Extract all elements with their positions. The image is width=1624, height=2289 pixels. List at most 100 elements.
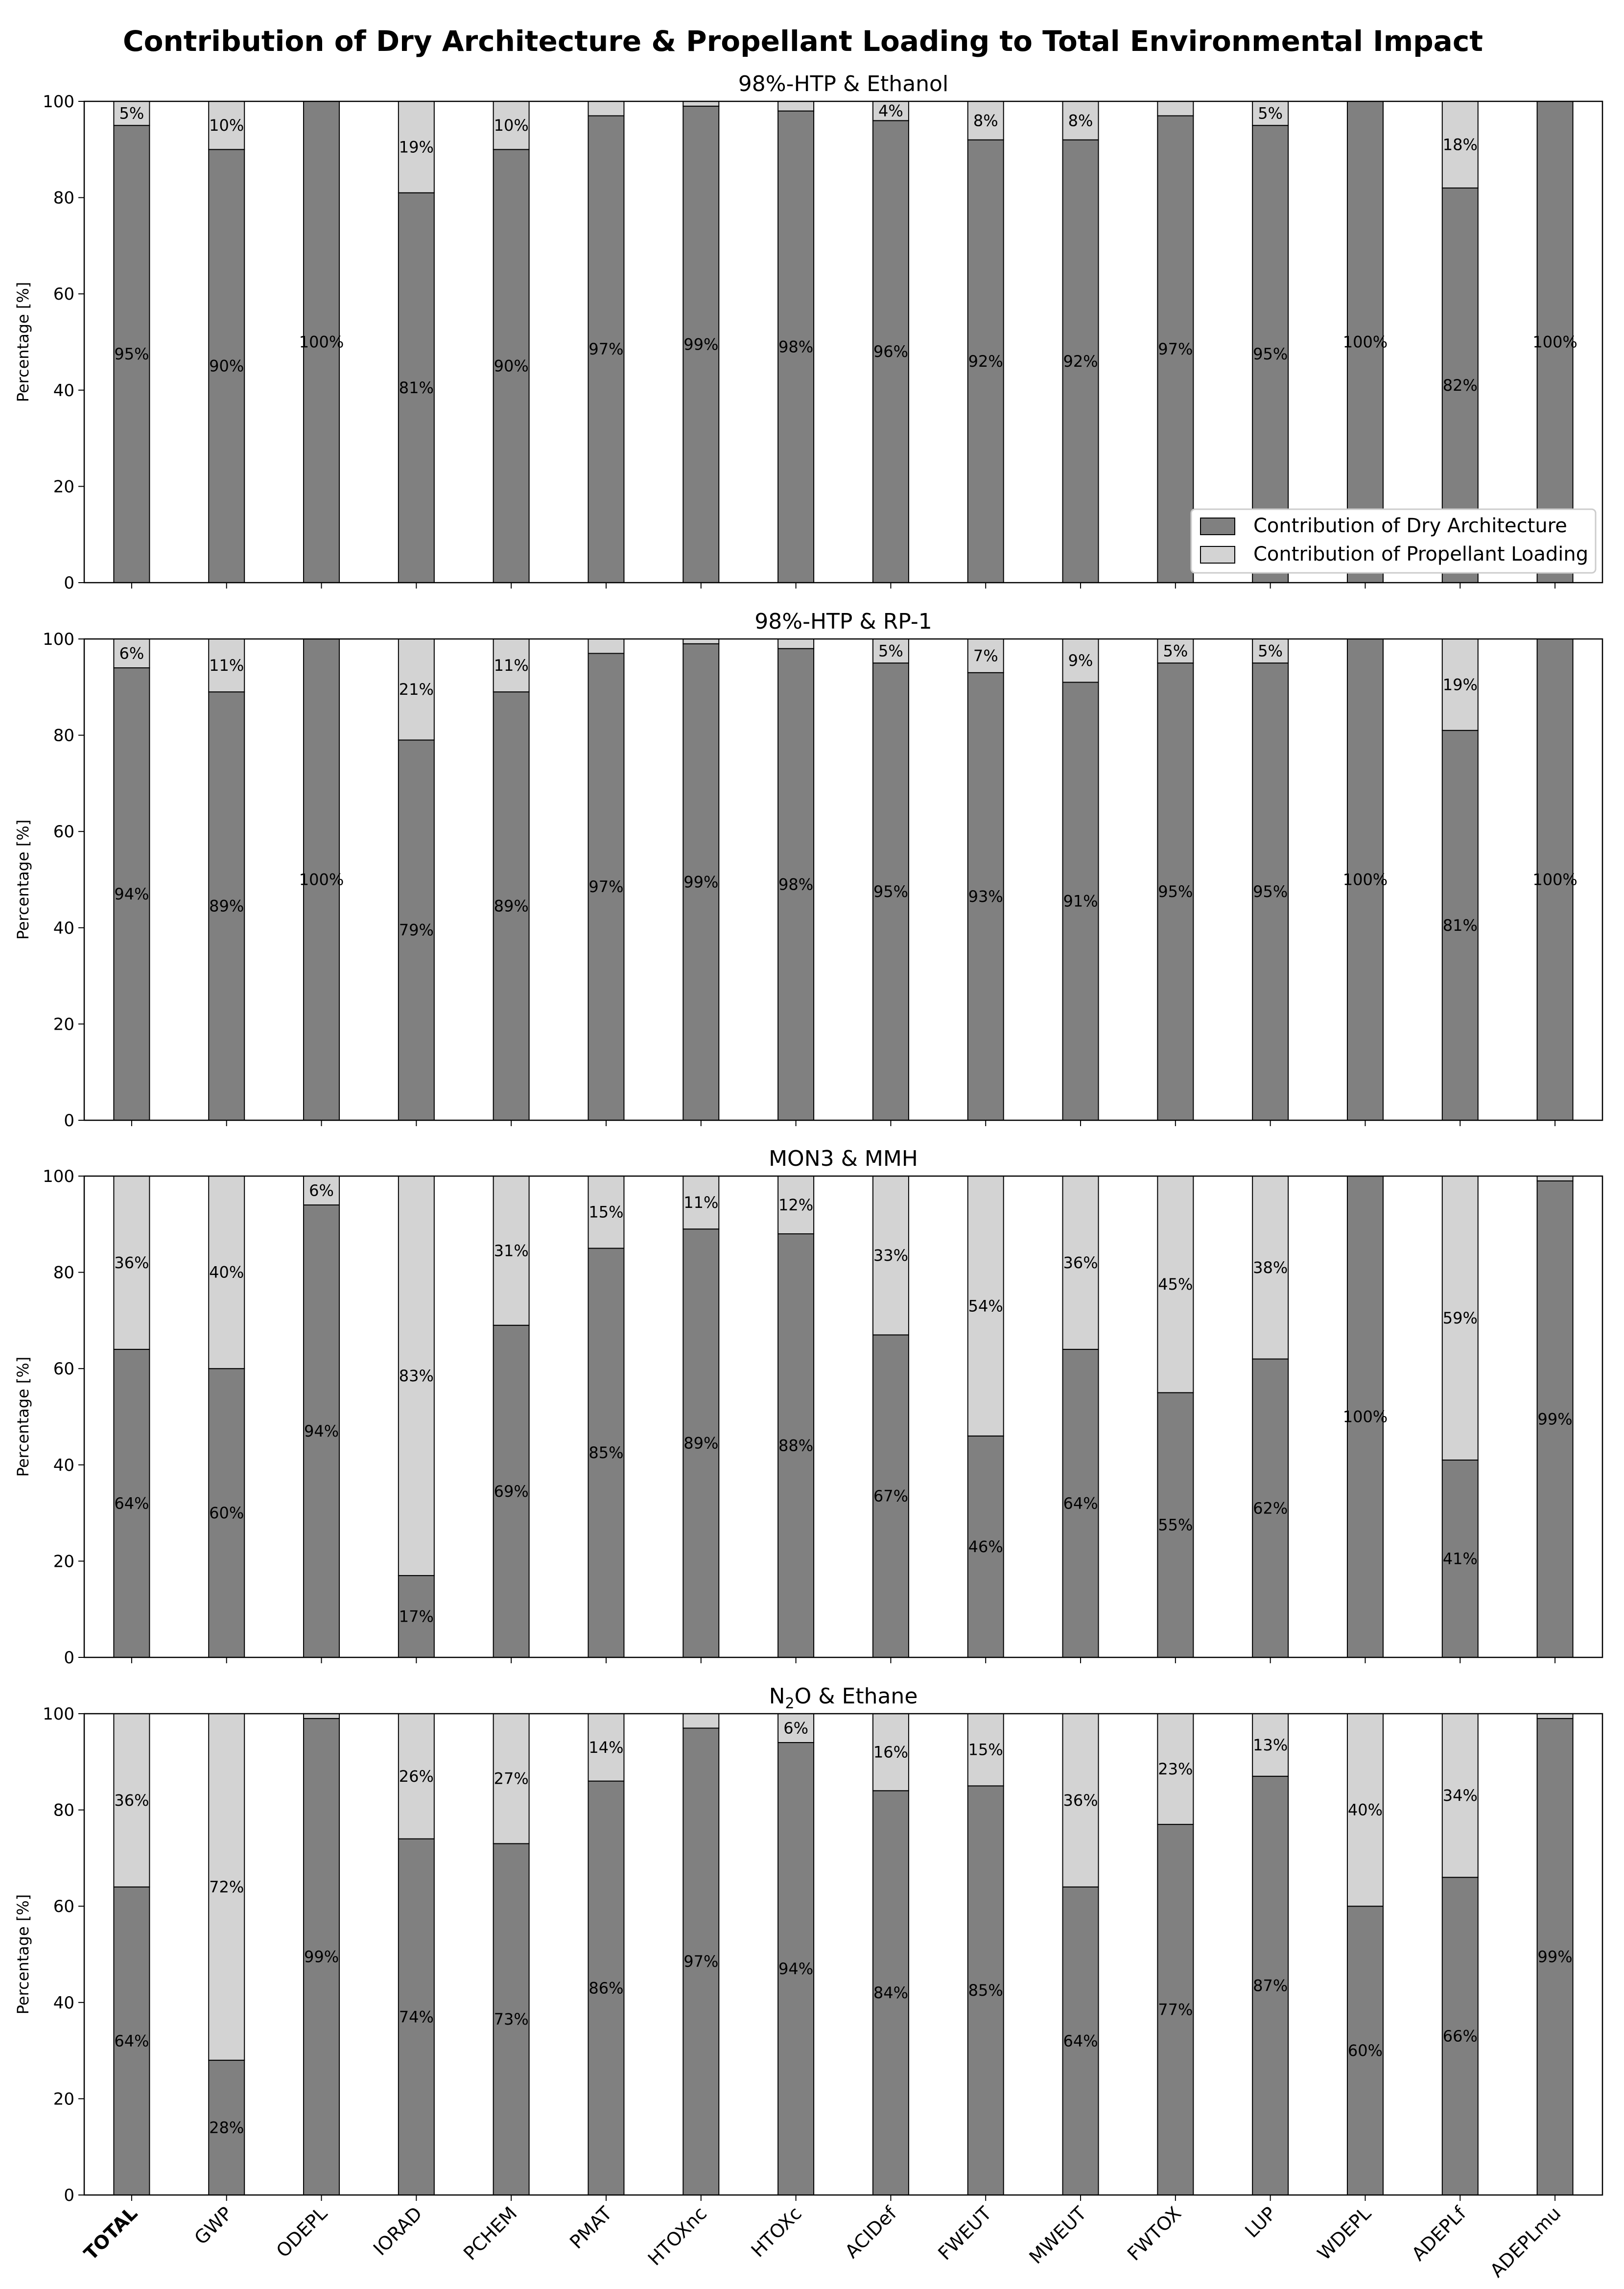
bar-dry-LUP bbox=[1252, 1775, 1289, 2196]
legend-swatch-prop bbox=[1200, 546, 1235, 564]
data-label-prop: 36% bbox=[114, 1253, 149, 1272]
data-label-prop: 6% bbox=[119, 644, 144, 662]
bar-prop-PMAT bbox=[588, 638, 625, 654]
y-tick-label: 80 bbox=[53, 1801, 74, 1820]
data-label-prop: 6% bbox=[309, 1181, 334, 1200]
data-label-dry: 99% bbox=[683, 873, 718, 891]
data-label-dry: 100% bbox=[1532, 871, 1577, 889]
data-label-prop: 34% bbox=[1443, 1786, 1478, 1805]
bar-dry-GWP bbox=[208, 2059, 245, 2195]
bar-prop-TOTAL bbox=[113, 1176, 150, 1350]
data-label-prop: 11% bbox=[683, 1193, 718, 1212]
data-label-dry: 89% bbox=[683, 1434, 718, 1453]
data-label-prop: 36% bbox=[114, 1791, 149, 1810]
data-label-prop: 27% bbox=[494, 1770, 529, 1788]
bar-prop-MWEUT bbox=[1062, 1176, 1099, 1350]
bar-prop-GWP bbox=[208, 1176, 245, 1369]
data-label-prop: 12% bbox=[778, 1196, 813, 1214]
data-label-dry: 85% bbox=[968, 1981, 1003, 2000]
legend-label-dry: Contribution of Dry Architecture bbox=[1253, 515, 1567, 537]
bar-prop-PMAT bbox=[588, 1713, 625, 1782]
bar-prop-ADEPLmu bbox=[1536, 1176, 1574, 1181]
bar-dry-LUP bbox=[1252, 125, 1289, 583]
data-label-prop: 19% bbox=[1443, 675, 1478, 694]
bar-prop-GWP bbox=[208, 101, 245, 150]
bar-prop-FWTOX bbox=[1157, 1176, 1194, 1393]
data-label-dry: 97% bbox=[588, 340, 623, 358]
data-label-dry: 92% bbox=[968, 352, 1003, 371]
data-label-dry: 55% bbox=[1158, 1516, 1193, 1534]
data-label-dry: 96% bbox=[873, 342, 908, 361]
data-label-dry: 86% bbox=[588, 1979, 623, 1997]
data-label-dry: 98% bbox=[778, 875, 813, 894]
data-label-prop: 5% bbox=[119, 104, 144, 123]
bar-dry-WDEPL bbox=[1346, 101, 1384, 583]
bar-prop-IORAD bbox=[398, 1713, 435, 1840]
y-tick-label: 100 bbox=[43, 1704, 74, 1724]
data-label-dry: 93% bbox=[968, 887, 1003, 906]
data-label-dry: 60% bbox=[209, 1504, 244, 1522]
data-label-prop: 4% bbox=[878, 102, 903, 120]
data-label-dry: 94% bbox=[304, 1422, 339, 1440]
y-tick-label: 80 bbox=[53, 726, 74, 746]
bar-dry-GWP bbox=[208, 149, 245, 583]
data-label-dry: 100% bbox=[1343, 333, 1388, 352]
data-label-prop: 40% bbox=[209, 1263, 244, 1282]
data-label-dry: 95% bbox=[1253, 882, 1288, 901]
bar-dry-ODEPL bbox=[303, 101, 340, 583]
bar-dry-FWTOX bbox=[1157, 1824, 1194, 2196]
data-label-dry: 87% bbox=[1253, 1976, 1288, 1995]
plot-frame bbox=[83, 1713, 1603, 2196]
bar-prop-MWEUT bbox=[1062, 638, 1099, 683]
y-tick-label: 60 bbox=[53, 822, 74, 842]
y-tick-label: 40 bbox=[53, 919, 74, 938]
data-label-dry: 89% bbox=[209, 897, 244, 916]
bar-dry-FWEUT bbox=[967, 1785, 1004, 2195]
data-label-prop: 19% bbox=[399, 138, 434, 156]
y-axis-label: Percentage [%] bbox=[14, 282, 32, 402]
data-label-dry: 100% bbox=[299, 871, 344, 889]
data-label-dry: 62% bbox=[1253, 1499, 1288, 1517]
panel-title: MON3 & MMH bbox=[769, 1146, 918, 1171]
bar-dry-PMAT bbox=[588, 115, 625, 584]
bar-prop-HTOXc bbox=[777, 638, 815, 649]
y-tick-label: 80 bbox=[53, 1263, 74, 1283]
y-tick-label: 20 bbox=[53, 477, 74, 496]
data-label-prop: 10% bbox=[494, 116, 529, 135]
data-label-prop: 72% bbox=[209, 1878, 244, 1896]
bar-dry-PCHEM bbox=[493, 691, 530, 1121]
bar-prop-FWEUT bbox=[967, 1176, 1004, 1437]
data-label-dry: 64% bbox=[114, 2031, 149, 2050]
bar-dry-IORAD bbox=[398, 1838, 435, 2196]
data-label-dry: 89% bbox=[494, 897, 529, 916]
bar-prop-MWEUT bbox=[1062, 101, 1099, 141]
data-label-dry: 97% bbox=[683, 1952, 718, 1971]
y-tick-label: 60 bbox=[53, 284, 74, 304]
bar-dry-ADEPLmu bbox=[1536, 1718, 1574, 2196]
bar-dry-IORAD bbox=[398, 192, 435, 583]
legend-label-prop: Contribution of Propellant Loading bbox=[1253, 543, 1588, 566]
y-axis-label: Percentage [%] bbox=[14, 820, 32, 940]
data-label-dry: 41% bbox=[1443, 1549, 1478, 1568]
bar-prop-HTOXnc bbox=[683, 1176, 720, 1230]
y-tick-label: 0 bbox=[64, 1111, 74, 1131]
bar-dry-MWEUT bbox=[1062, 682, 1099, 1121]
data-label-dry: 82% bbox=[1443, 376, 1478, 395]
bar-prop-LUP bbox=[1252, 1713, 1289, 1777]
data-label-dry: 85% bbox=[588, 1443, 623, 1462]
y-tick-label: 60 bbox=[53, 1897, 74, 1916]
bar-dry-FWTOX bbox=[1157, 1392, 1194, 1658]
bar-prop-PCHEM bbox=[493, 638, 530, 693]
y-tick-label: 0 bbox=[64, 573, 74, 593]
bar-prop-ACIDef bbox=[872, 638, 909, 664]
bar-dry-LUP bbox=[1252, 1358, 1289, 1658]
bar-prop-ADEPLf bbox=[1441, 638, 1479, 731]
bar-dry-ADEPLmu bbox=[1536, 1180, 1574, 1658]
data-label-dry: 100% bbox=[299, 333, 344, 352]
data-label-prop: 6% bbox=[783, 1719, 808, 1737]
bar-dry-ADEPLmu bbox=[1536, 638, 1574, 1121]
plot-frame bbox=[83, 638, 1603, 1121]
bar-prop-LUP bbox=[1252, 638, 1289, 664]
data-label-dry: 92% bbox=[1063, 352, 1098, 371]
data-label-dry: 90% bbox=[209, 357, 244, 376]
